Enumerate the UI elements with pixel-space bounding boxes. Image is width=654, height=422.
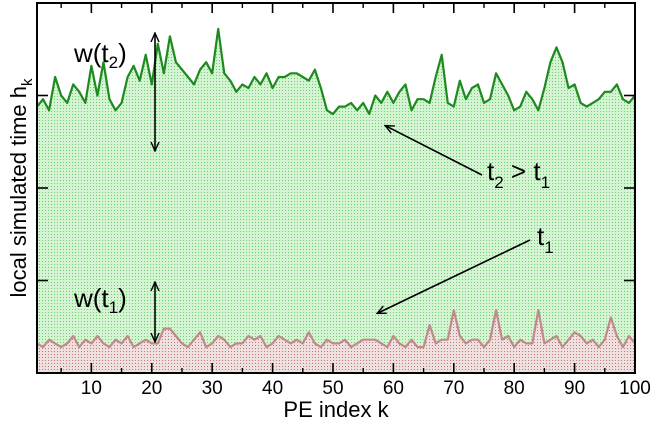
w-t2-sub: 2 (109, 53, 118, 72)
w-t1-label: w(t1) (73, 283, 127, 317)
x-axis-label: PE index k (283, 397, 389, 422)
t2-pointer-arrow (386, 126, 483, 176)
t2-gt-t1-mid: > t (504, 156, 542, 186)
y-axis-label: local simulated time hk (6, 78, 36, 298)
series-line-t1 (36, 309, 636, 349)
t1-sub: 1 (544, 238, 553, 257)
area-fill-t2 (37, 28, 635, 374)
x-tick-label: 60 (383, 378, 404, 399)
plot-layer (36, 27, 636, 374)
t2-gt-t1-label: t2 > t1 (487, 156, 550, 192)
x-tick-label: 40 (262, 378, 283, 399)
x-tick-label: 70 (443, 378, 464, 399)
w-t2-label: w(t2) (73, 38, 127, 72)
x-tick-label: 90 (564, 378, 585, 399)
x-tick-label: 10 (81, 378, 102, 399)
w-t1-text: w(t (73, 283, 109, 313)
axis-layer: 10 20 30 40 50 60 70 80 90 100 PE index k local sim… (6, 2, 651, 422)
annotation-layer: w(t2) w(t1) t2 > t1 t1 (73, 34, 554, 341)
x-tick-label: 20 (141, 378, 162, 399)
y-axis-label-main: local simulated time h (6, 86, 31, 298)
t2-gt-t1-t: t (487, 156, 495, 186)
t2-gt-t1-sub1: 1 (541, 173, 550, 192)
t1-t: t (537, 221, 545, 251)
series-line-t2 (36, 27, 636, 116)
x-tick-label: 50 (322, 378, 343, 399)
area-fill-t1 (37, 310, 635, 373)
t1-pointer-arrow (378, 239, 531, 313)
w-t1-sub: 1 (109, 298, 118, 317)
y-axis-label-sub: k (19, 78, 36, 86)
x-tick-label: 100 (619, 378, 651, 399)
t2-gt-t1-sub2: 2 (494, 173, 503, 192)
w-t1-close: ) (118, 283, 127, 313)
x-tick-label: 30 (202, 378, 223, 399)
t1-label: t1 (537, 221, 554, 257)
x-tick-label: 80 (504, 378, 525, 399)
w-t2-text: w(t (73, 38, 109, 68)
w-t2-close: ) (118, 38, 127, 68)
